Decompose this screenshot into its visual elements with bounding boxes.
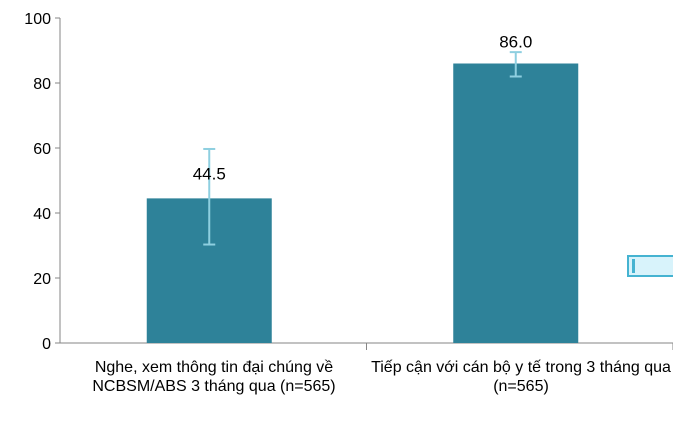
y-tick-label: 40 bbox=[33, 206, 51, 223]
callout-shape bbox=[627, 255, 673, 277]
category-label-2: Tiếp cận với cán bộ y tế trong 3 tháng q… bbox=[371, 359, 671, 395]
bar bbox=[453, 63, 579, 343]
y-tick-label: 60 bbox=[33, 141, 51, 158]
callout-accent bbox=[632, 259, 635, 273]
y-tick-label: 80 bbox=[33, 76, 51, 93]
data-label: 44.5 bbox=[193, 164, 226, 183]
category-label-1: Nghe, xem thông tin đại chúng về NCBSM/A… bbox=[92, 359, 336, 395]
y-tick-label: 100 bbox=[24, 11, 51, 28]
bars bbox=[146, 63, 579, 343]
data-label: 86.0 bbox=[499, 33, 532, 52]
error-bars bbox=[203, 51, 522, 246]
y-tick-label: 0 bbox=[42, 336, 51, 353]
y-tick-label: 20 bbox=[33, 271, 51, 288]
data-labels: 44.5 86.0 bbox=[193, 33, 533, 184]
